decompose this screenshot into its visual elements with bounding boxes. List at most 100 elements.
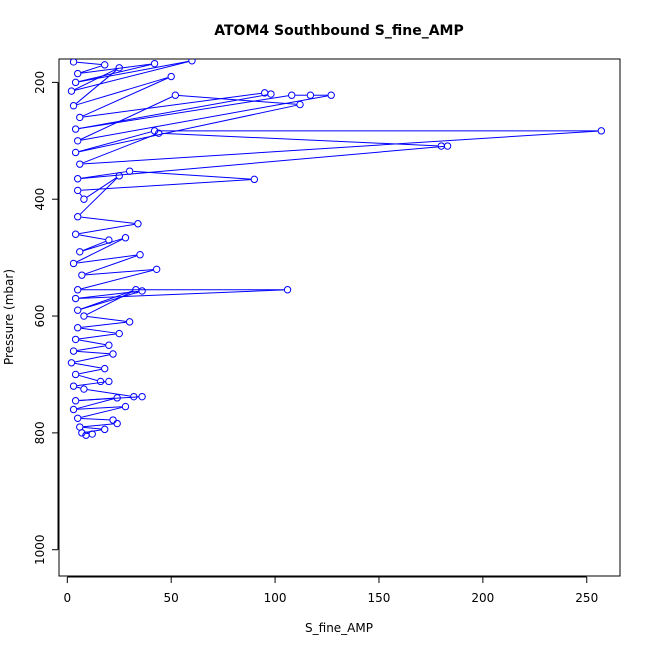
- data-point: [109, 416, 117, 424]
- data-point: [283, 286, 292, 294]
- series-segment: [79, 234, 106, 240]
- data-point: [132, 286, 140, 294]
- data-point: [71, 125, 80, 133]
- data-point: [125, 318, 134, 326]
- data-point: [80, 312, 88, 320]
- y-axis-label: Pressure (mbar): [2, 269, 16, 365]
- data-point: [138, 287, 146, 295]
- data-point: [74, 69, 82, 78]
- series-segment: [77, 381, 106, 387]
- series-segment: [77, 350, 110, 355]
- series-segment: [79, 193, 83, 197]
- series-segment: [82, 240, 106, 251]
- y-tick-label: 400: [33, 188, 47, 211]
- data-point: [597, 127, 605, 135]
- series-segment: [80, 65, 102, 73]
- data-point: [115, 64, 123, 72]
- data-point: [306, 91, 315, 99]
- data-point: [327, 91, 335, 99]
- series-segment: [79, 397, 114, 401]
- series-segment: [81, 95, 328, 141]
- series-segment: [81, 179, 251, 191]
- data-point: [74, 306, 82, 314]
- data-point: [74, 186, 82, 195]
- series-segment: [78, 374, 98, 381]
- data-point: [96, 377, 105, 386]
- data-point: [171, 91, 180, 99]
- series-segment: [76, 398, 114, 410]
- series-segment: [74, 354, 110, 363]
- data-point: [78, 271, 86, 279]
- data-point: [109, 350, 117, 358]
- data-point: [134, 220, 142, 228]
- data-point: [101, 425, 109, 434]
- data-point: [113, 394, 121, 402]
- data-point: [88, 430, 96, 438]
- series-segment: [77, 406, 122, 410]
- series-segment: [87, 389, 131, 397]
- data-point: [69, 382, 78, 390]
- series-segment: [86, 177, 117, 198]
- data-point: [69, 259, 78, 268]
- data-point: [71, 230, 80, 238]
- data-point: [69, 59, 78, 66]
- series-segment: [82, 77, 169, 117]
- series-segment: [85, 255, 137, 275]
- y-axis: 200 400 600 800 1000: [33, 71, 59, 565]
- y-tick-label: 800: [33, 421, 47, 444]
- data-point: [121, 402, 130, 411]
- series-segment: [86, 290, 133, 315]
- x-tick-label: 50: [164, 591, 179, 605]
- data-point: [74, 137, 82, 145]
- data-point: [76, 113, 84, 122]
- data-point: [101, 61, 109, 69]
- data-point: [115, 329, 123, 338]
- series-segment: [79, 178, 118, 215]
- data-point: [71, 397, 80, 405]
- series-segment: [79, 95, 289, 130]
- series-segment: [85, 269, 154, 276]
- series-segment: [81, 291, 139, 310]
- data-point: [71, 78, 80, 87]
- data-point: [188, 59, 196, 65]
- series-segment: [77, 254, 137, 264]
- x-tick-label: 0: [63, 591, 71, 605]
- data-point: [167, 72, 175, 81]
- plot-frame: [58, 58, 621, 577]
- series-segment: [87, 315, 127, 322]
- data-point: [125, 167, 134, 175]
- data-point: [138, 392, 146, 401]
- series-segment: [83, 130, 598, 165]
- data-point: [74, 213, 82, 221]
- series-segment: [79, 333, 116, 340]
- series-segment: [81, 269, 154, 290]
- x-tick-label: 200: [471, 591, 494, 605]
- series-segment: [79, 339, 106, 346]
- x-tick-label: 150: [368, 591, 391, 605]
- series-segment: [80, 290, 133, 310]
- chart-title: ATOM4 Southbound S_fine_AMP: [214, 23, 464, 39]
- data-point: [105, 236, 113, 244]
- series-segment: [83, 423, 114, 428]
- series-segment: [133, 170, 251, 180]
- series-segment: [79, 94, 268, 129]
- data-point: [80, 385, 88, 393]
- data-point: [121, 234, 130, 242]
- data-point: [152, 265, 161, 274]
- data-point: [67, 87, 76, 95]
- series-segment: [79, 223, 135, 235]
- data-point: [130, 392, 138, 401]
- data-point: [76, 248, 84, 256]
- data-point: [105, 377, 113, 386]
- series-segment: [76, 77, 168, 106]
- data-point: [78, 429, 86, 437]
- data-point: [76, 160, 84, 168]
- data-point: [82, 431, 90, 439]
- series-segment: [81, 406, 123, 418]
- data-point: [71, 148, 80, 157]
- data-point: [288, 91, 296, 99]
- data-point: [150, 127, 159, 135]
- series-segment: [74, 362, 102, 369]
